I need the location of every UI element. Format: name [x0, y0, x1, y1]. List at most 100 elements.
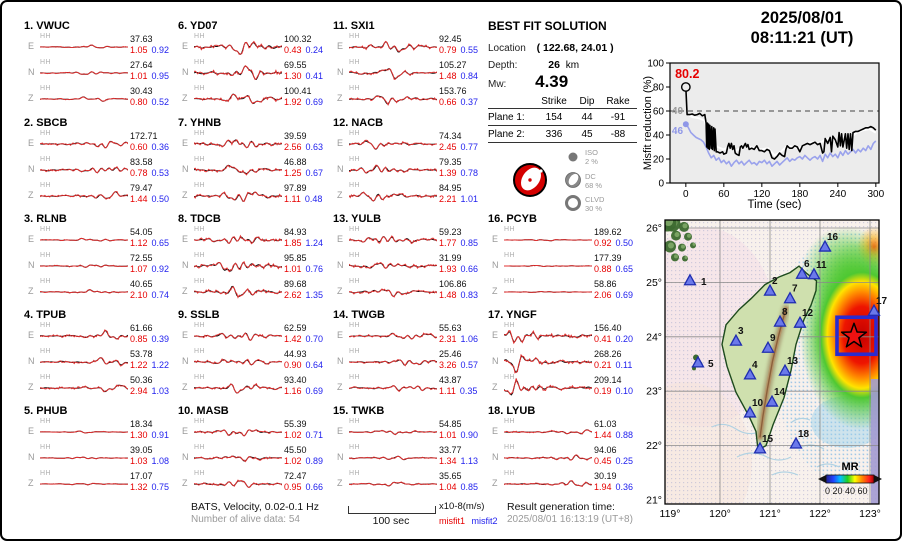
dc-item: DC 68 % [564, 171, 639, 193]
channel-label: HH [194, 182, 206, 189]
station-title: 4. TPUB [24, 309, 67, 321]
misfit2-value: 1.24 [305, 237, 324, 248]
channel-label: HH [504, 226, 516, 233]
misfit2-value: 0.63 [305, 141, 324, 152]
col-rake: Rake [606, 95, 630, 107]
waveform-trace [349, 95, 437, 106]
svg-text:180: 180 [791, 189, 808, 200]
waveform-trace [349, 288, 437, 298]
misfit2-value: 0.25 [615, 455, 634, 466]
component-label: N [337, 164, 344, 174]
clvd-pct: 30 % [585, 203, 603, 213]
svg-text:6: 6 [804, 259, 810, 270]
time-scale-bar [348, 506, 436, 514]
amplitude-value: 33.77 [439, 445, 462, 455]
svg-text:80: 80 [653, 83, 665, 94]
plane2-rake: -88 [610, 128, 626, 140]
metrics: 46.88 1.25 0.67 [284, 157, 323, 178]
component-label: E [28, 41, 35, 51]
misfit1-value: 1.02 [284, 455, 302, 466]
waveform-trace [194, 479, 282, 489]
misfit1-value: 0.43 [284, 44, 302, 55]
channel-label: HH [40, 59, 52, 66]
amplitude-value: 97.89 [284, 183, 307, 193]
metrics: 106.86 1.48 0.83 [439, 279, 478, 300]
misfit2-value: 0.55 [460, 44, 479, 55]
misfit1-value: 0.90 [284, 359, 302, 370]
component-row-Z: Z HH 40.65 2.10 0.74 [24, 278, 176, 304]
svg-text:14: 14 [774, 387, 786, 398]
metrics: 53.78 1.22 1.22 [130, 349, 169, 370]
channel-label: HH [349, 156, 361, 163]
misfit1-value: 1.11 [284, 193, 301, 204]
metrics: 61.66 0.85 0.39 [130, 323, 169, 344]
component-row-E: E HH 92.45 0.79 0.55 [333, 33, 485, 59]
station-title: 5. PHUB [24, 405, 68, 417]
metrics: 45.50 1.02 0.89 [284, 445, 323, 466]
filter-info: BATS, Velocity, 0.02-0.1 Hz [191, 501, 319, 513]
depth-label: Depth: [488, 60, 518, 71]
component-label: N [182, 356, 189, 366]
waveform-trace [194, 332, 282, 342]
component-row-E: E HH 54.85 1.01 0.90 [333, 418, 485, 444]
channel-label: HH [40, 182, 52, 189]
component-label: E [28, 138, 35, 148]
station-block-TDCB: 8. TDCB E HH 84.93 1.85 1.24 N HH 95.85 1.01 0.76 Z… [178, 213, 330, 308]
misfit2-value: 1.06 [460, 333, 479, 344]
waveform-trace [349, 40, 437, 53]
svg-text:120°: 120° [709, 508, 731, 520]
svg-text:12: 12 [802, 308, 814, 319]
component-label: N [337, 452, 344, 462]
component-row-N: N HH 27.64 1.01 0.95 [24, 59, 176, 85]
metrics: 40.65 2.10 0.74 [130, 279, 169, 300]
channel-label: HH [194, 156, 206, 163]
misfit1-value: 1.42 [284, 333, 302, 344]
svg-text:Misfit reduction (%): Misfit reduction (%) [642, 76, 654, 170]
iso-name: ISO [585, 148, 598, 157]
plane1-label: Plane 1: [488, 111, 525, 123]
amplitude-value: 54.85 [439, 419, 462, 429]
waveform-trace [40, 166, 128, 174]
component-row-E: E HH 37.63 1.05 0.92 [24, 33, 176, 59]
component-label: E [492, 330, 499, 340]
station-title: 7. YHNB [178, 117, 222, 129]
component-label: E [28, 330, 35, 340]
svg-text:26°: 26° [646, 223, 662, 235]
metrics: 153.76 0.66 0.37 [439, 86, 478, 107]
svg-text:18: 18 [798, 429, 810, 440]
component-label: E [182, 138, 189, 148]
component-row-Z: Z HH 35.65 1.04 0.85 [333, 470, 485, 496]
col-dip: Dip [579, 95, 595, 107]
component-row-Z: Z HH 50.36 2.94 1.03 [24, 374, 176, 400]
waveform-trace [349, 262, 437, 269]
station-block-SBCB: 2. SBCB E HH 172.71 0.60 0.36 N HH 83.58 0.78 0.53… [24, 117, 176, 212]
waveform-trace [194, 285, 282, 299]
component-label: N [28, 452, 35, 462]
svg-text:40: 40 [672, 106, 684, 117]
component-row-Z: Z HH 89.68 2.62 1.35 [178, 278, 330, 304]
station-title: 12. NACB [333, 117, 384, 129]
waveform-trace [504, 239, 592, 242]
amplitude-value: 153.76 [439, 86, 467, 96]
svg-text:25°: 25° [646, 277, 662, 289]
component-row-Z: Z HH 209.14 0.19 0.10 [488, 374, 640, 400]
misfit1-value: 1.85 [284, 237, 302, 248]
station-title: 11. SXI1 [333, 20, 375, 32]
channel-label: HH [504, 374, 516, 381]
misfit2-value: 0.39 [151, 333, 170, 344]
channel-label: HH [194, 226, 206, 233]
misfit2-value: 1.08 [151, 455, 170, 466]
svg-text:120: 120 [753, 189, 770, 200]
amplitude-value: 27.64 [130, 60, 153, 70]
channel-label: HH [194, 59, 206, 66]
misfit1-value: 0.45 [594, 455, 612, 466]
misfit1-value: 0.88 [594, 263, 612, 274]
component-label: N [28, 260, 35, 270]
svg-text:46: 46 [672, 126, 684, 137]
amplitude-value: 58.86 [594, 279, 617, 289]
misfit1-value: 0.41 [594, 333, 612, 344]
component-row-Z: Z HH 17.07 1.32 0.75 [24, 470, 176, 496]
svg-text:40: 40 [653, 131, 665, 142]
amplitude-value: 93.40 [284, 375, 307, 385]
component-row-E: E HH 100.32 0.43 0.24 [178, 33, 330, 59]
